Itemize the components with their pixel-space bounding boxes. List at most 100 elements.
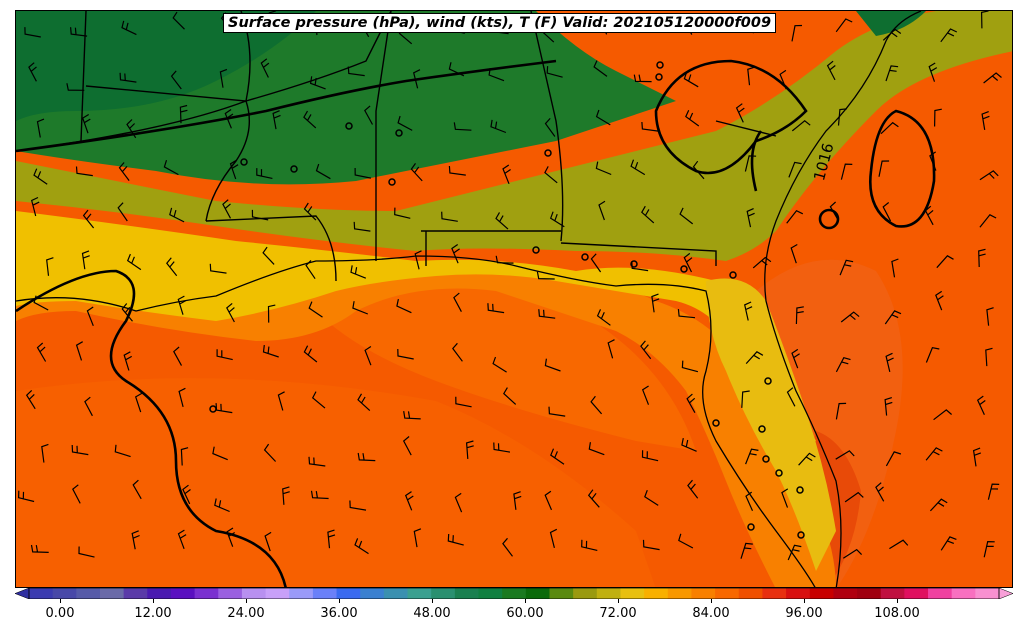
wind-barb	[36, 342, 47, 362]
wind-barb	[353, 221, 371, 232]
wind-barb	[787, 544, 802, 561]
colorbar-cell	[809, 588, 834, 599]
station-marker	[395, 129, 403, 137]
wind-barb	[607, 339, 615, 359]
station-marker	[729, 271, 737, 279]
colorbar-tick	[804, 599, 805, 603]
wind-barb	[33, 168, 48, 185]
colorbar-cell	[644, 588, 669, 599]
wind-barb	[212, 446, 228, 461]
wind-barb	[840, 163, 853, 180]
wind-barb	[66, 83, 85, 91]
station-marker	[388, 178, 396, 186]
station-marker	[655, 73, 663, 81]
wind-barb	[972, 447, 982, 467]
wind-barb	[840, 311, 860, 323]
wind-barb	[786, 387, 796, 407]
land-olive-band	[16, 11, 1012, 261]
station-marker	[209, 405, 217, 413]
colorbar-cell	[241, 588, 267, 599]
wind-barb	[549, 211, 565, 228]
wind-barb	[983, 72, 1002, 84]
wind-barb	[595, 109, 611, 126]
wind-barb	[441, 211, 458, 222]
wind-barb	[311, 391, 326, 409]
colorbar-cell	[786, 588, 811, 599]
wind-barb	[651, 293, 660, 313]
station-marker	[656, 61, 664, 69]
wind-barb	[169, 207, 185, 223]
wind-barb	[885, 65, 899, 82]
station-marker	[762, 455, 770, 463]
wind-barb	[226, 527, 236, 547]
station-marker	[581, 253, 589, 261]
wind-barb	[544, 358, 561, 372]
wind-barb	[131, 530, 140, 550]
colorbar-cell	[407, 588, 432, 599]
wind-barb	[744, 155, 757, 172]
wind-barb	[352, 301, 369, 315]
wind-barb	[492, 356, 507, 373]
wind-barb	[538, 309, 556, 319]
wind-barb	[595, 161, 612, 176]
wind-barb	[829, 201, 839, 221]
wind-barb	[979, 214, 997, 228]
wind-barb	[36, 118, 45, 138]
atlantic-region	[756, 259, 903, 587]
station-marker	[240, 158, 248, 166]
wind-barb	[513, 491, 522, 510]
station-marker	[764, 377, 772, 385]
wind-barb	[746, 208, 755, 228]
station-marker	[345, 122, 353, 130]
wind-barb	[884, 397, 893, 416]
wind-barb	[980, 11, 989, 29]
wind-barb	[875, 482, 885, 502]
wind-barb	[885, 352, 894, 373]
colorbar-cell	[99, 588, 125, 599]
colorbar-cell	[762, 588, 787, 599]
wind-barb	[842, 548, 863, 559]
wind-barb	[781, 488, 789, 508]
wind-barb	[214, 498, 230, 513]
wind-barb	[177, 529, 187, 550]
wind-barb	[550, 448, 565, 465]
temperature-colorbar	[15, 588, 1013, 599]
wind-barb	[350, 265, 367, 279]
colorbar-tick-label: 24.00	[227, 606, 265, 621]
wind-barb	[216, 349, 233, 361]
wind-barb	[123, 351, 132, 371]
colorbar-cell	[549, 588, 574, 599]
colorbar-tick-label: 108.00	[874, 606, 920, 621]
colorbar-cell	[194, 588, 219, 599]
wind-barb	[30, 544, 49, 553]
wind-barb	[277, 391, 285, 411]
wind-barb	[414, 250, 422, 270]
wind-barb	[878, 160, 890, 177]
wind-barb	[786, 209, 804, 224]
wind-barb	[282, 486, 290, 505]
station-marker	[290, 165, 298, 173]
wind-barb	[692, 160, 705, 180]
wind-barb	[260, 58, 270, 78]
colorbar-tick-label: 48.00	[413, 606, 451, 621]
wind-barb	[929, 151, 937, 171]
state-boundaries	[16, 11, 777, 282]
wind-barb	[788, 161, 802, 178]
wind-barb	[677, 309, 696, 319]
wind-barb	[488, 68, 505, 82]
wind-barb	[229, 159, 239, 180]
colorbar-cell	[265, 588, 290, 599]
colorbar-tick-label: 60.00	[506, 606, 544, 621]
station-marker	[630, 260, 638, 268]
colorbar-cell	[336, 588, 361, 599]
wind-barb	[33, 295, 49, 311]
wind-barb	[396, 298, 412, 314]
colorbar-tick-label: 84.00	[692, 606, 730, 621]
wind-barb	[641, 450, 659, 462]
wind-barb	[349, 500, 367, 511]
wind-barb	[309, 76, 326, 90]
wind-barb	[394, 207, 411, 219]
wind-barb	[166, 257, 178, 277]
wind-barb	[678, 533, 694, 549]
wind-barb	[587, 489, 600, 508]
